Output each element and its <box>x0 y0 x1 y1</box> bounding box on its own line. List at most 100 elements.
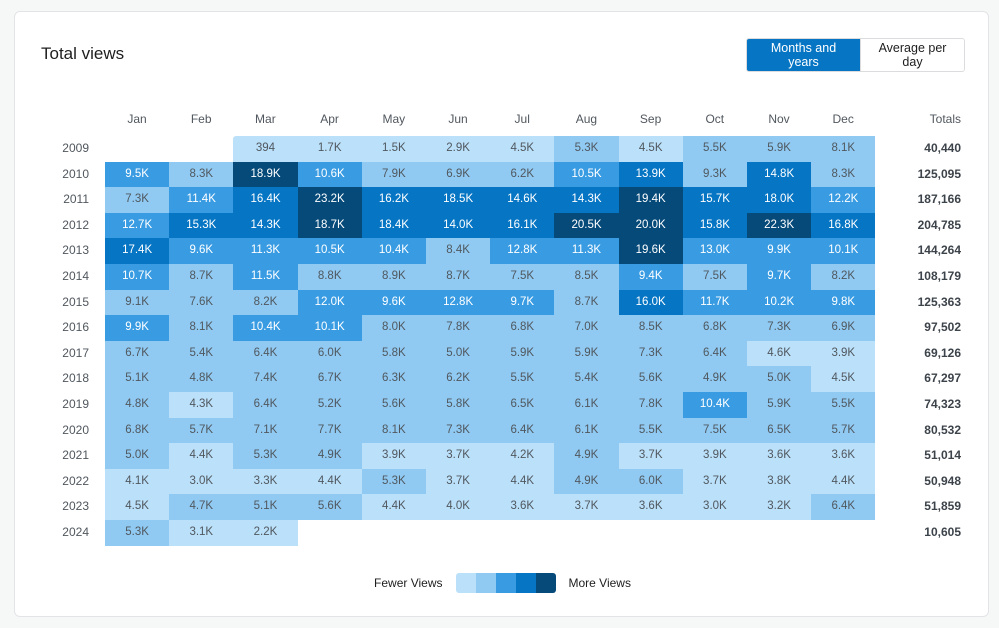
heatmap-cell[interactable]: 6.8K <box>682 315 747 341</box>
heatmap-cell[interactable]: 15.3K <box>169 212 234 239</box>
heatmap-cell[interactable]: 13.9K <box>618 161 683 188</box>
heatmap-cell[interactable]: 3.9K <box>361 443 426 469</box>
heatmap-cell[interactable]: 7.7K <box>297 417 362 444</box>
heatmap-cell[interactable]: 10.4K <box>682 392 747 418</box>
heatmap-cell[interactable]: 3.6K <box>618 494 683 520</box>
heatmap-cell[interactable]: 7.8K <box>618 392 683 418</box>
heatmap-cell[interactable]: 6.4K <box>233 340 298 367</box>
heatmap-cell[interactable]: 7.5K <box>682 264 747 290</box>
heatmap-cell[interactable]: 9.5K <box>105 161 170 188</box>
heatmap-cell[interactable]: 3.0K <box>682 494 747 520</box>
heatmap-cell[interactable]: 16.0K <box>618 289 683 316</box>
heatmap-cell[interactable]: 5.5K <box>490 366 555 392</box>
heatmap-cell[interactable]: 4.8K <box>105 392 170 418</box>
heatmap-cell[interactable]: 3.6K <box>811 443 876 469</box>
heatmap-cell[interactable]: 12.8K <box>490 238 555 264</box>
heatmap-cell[interactable]: 6.1K <box>554 392 619 418</box>
heatmap-cell[interactable]: 5.8K <box>361 340 426 367</box>
heatmap-cell[interactable]: 8.4K <box>426 238 491 264</box>
heatmap-cell[interactable]: 7.3K <box>426 417 491 444</box>
heatmap-cell[interactable]: 8.7K <box>554 289 619 316</box>
heatmap-cell[interactable]: 6.0K <box>297 340 362 367</box>
heatmap-cell[interactable]: 7.3K <box>747 315 812 341</box>
heatmap-cell[interactable]: 7.4K <box>233 366 298 392</box>
heatmap-cell[interactable]: 8.2K <box>233 289 298 316</box>
heatmap-cell[interactable]: 3.7K <box>426 468 491 495</box>
heatmap-cell[interactable]: 7.3K <box>618 340 683 367</box>
heatmap-cell[interactable]: 5.6K <box>361 392 426 418</box>
heatmap-cell[interactable]: 8.5K <box>554 264 619 290</box>
heatmap-cell[interactable]: 6.8K <box>105 417 170 444</box>
heatmap-cell[interactable]: 10.5K <box>554 161 619 188</box>
heatmap-cell[interactable]: 14.3K <box>554 187 619 213</box>
heatmap-cell[interactable]: 6.3K <box>361 366 426 392</box>
heatmap-cell[interactable]: 18.7K <box>297 212 362 239</box>
heatmap-cell[interactable]: 17.4K <box>105 238 170 264</box>
heatmap-cell[interactable]: 6.5K <box>747 417 812 444</box>
heatmap-cell[interactable]: 4.4K <box>490 468 555 495</box>
heatmap-cell[interactable]: 6.9K <box>426 161 491 188</box>
heatmap-cell[interactable]: 3.6K <box>747 443 812 469</box>
heatmap-cell[interactable]: 18.4K <box>361 212 426 239</box>
heatmap-cell[interactable]: 9.9K <box>747 238 812 264</box>
heatmap-cell[interactable]: 8.5K <box>618 315 683 341</box>
heatmap-cell[interactable]: 4.4K <box>297 468 362 495</box>
heatmap-cell[interactable]: 8.8K <box>297 264 362 290</box>
heatmap-cell[interactable]: 9.4K <box>618 264 683 290</box>
heatmap-cell[interactable]: 4.9K <box>554 468 619 495</box>
heatmap-cell[interactable]: 8.1K <box>811 136 876 162</box>
heatmap-cell[interactable]: 7.6K <box>169 289 234 316</box>
heatmap-cell[interactable]: 19.6K <box>618 238 683 264</box>
heatmap-cell[interactable]: 4.5K <box>618 136 683 162</box>
heatmap-cell[interactable]: 10.2K <box>747 289 812 316</box>
heatmap-cell[interactable]: 5.5K <box>682 136 747 162</box>
heatmap-cell[interactable]: 4.0K <box>426 494 491 520</box>
heatmap-cell[interactable]: 5.9K <box>747 136 812 162</box>
heatmap-cell[interactable]: 8.7K <box>169 264 234 290</box>
heatmap-cell[interactable]: 5.0K <box>747 366 812 392</box>
heatmap-cell[interactable]: 8.0K <box>361 315 426 341</box>
heatmap-cell[interactable]: 9.7K <box>747 264 812 290</box>
heatmap-cell[interactable]: 5.7K <box>169 417 234 444</box>
heatmap-cell[interactable]: 5.9K <box>490 340 555 367</box>
heatmap-cell[interactable]: 4.5K <box>105 494 170 520</box>
heatmap-cell[interactable]: 10.5K <box>297 238 362 264</box>
heatmap-cell[interactable]: 6.4K <box>490 417 555 444</box>
heatmap-cell[interactable]: 5.3K <box>361 468 426 495</box>
heatmap-cell[interactable]: 14.8K <box>747 161 812 188</box>
heatmap-cell[interactable]: 20.0K <box>618 212 683 239</box>
heatmap-cell[interactable]: 3.7K <box>426 443 491 469</box>
heatmap-cell[interactable]: 8.3K <box>811 161 876 188</box>
heatmap-cell[interactable]: 4.4K <box>169 443 234 469</box>
heatmap-cell[interactable]: 4.2K <box>490 443 555 469</box>
heatmap-cell[interactable]: 6.2K <box>490 161 555 188</box>
heatmap-cell[interactable]: 5.5K <box>811 392 876 418</box>
heatmap-cell[interactable]: 6.4K <box>682 340 747 367</box>
heatmap-cell[interactable]: 7.9K <box>361 161 426 188</box>
heatmap-cell[interactable]: 5.9K <box>554 340 619 367</box>
heatmap-cell[interactable]: 5.8K <box>426 392 491 418</box>
heatmap-cell[interactable]: 12.8K <box>426 289 491 316</box>
heatmap-cell[interactable]: 3.7K <box>554 494 619 520</box>
average-per-day-button[interactable]: Average per day <box>860 39 964 71</box>
heatmap-cell[interactable]: 8.9K <box>361 264 426 290</box>
heatmap-cell[interactable]: 5.0K <box>105 443 170 469</box>
heatmap-cell[interactable]: 6.7K <box>297 366 362 392</box>
heatmap-cell[interactable]: 19.4K <box>618 187 683 213</box>
heatmap-cell[interactable]: 3.6K <box>490 494 555 520</box>
heatmap-cell[interactable]: 7.0K <box>554 315 619 341</box>
heatmap-cell[interactable]: 5.1K <box>105 366 170 392</box>
heatmap-cell[interactable]: 12.7K <box>105 212 170 239</box>
heatmap-cell[interactable]: 8.3K <box>169 161 234 188</box>
heatmap-cell[interactable]: 16.2K <box>361 187 426 213</box>
heatmap-cell[interactable]: 5.2K <box>297 392 362 418</box>
heatmap-cell[interactable]: 9.6K <box>361 289 426 316</box>
heatmap-cell[interactable]: 5.4K <box>169 340 234 367</box>
heatmap-cell[interactable]: 3.0K <box>169 468 234 495</box>
heatmap-cell[interactable]: 6.1K <box>554 417 619 444</box>
heatmap-cell[interactable]: 16.8K <box>811 212 876 239</box>
heatmap-cell[interactable]: 6.5K <box>490 392 555 418</box>
heatmap-cell[interactable]: 14.0K <box>426 212 491 239</box>
heatmap-cell[interactable]: 4.3K <box>169 392 234 418</box>
heatmap-cell[interactable]: 10.6K <box>297 161 362 188</box>
